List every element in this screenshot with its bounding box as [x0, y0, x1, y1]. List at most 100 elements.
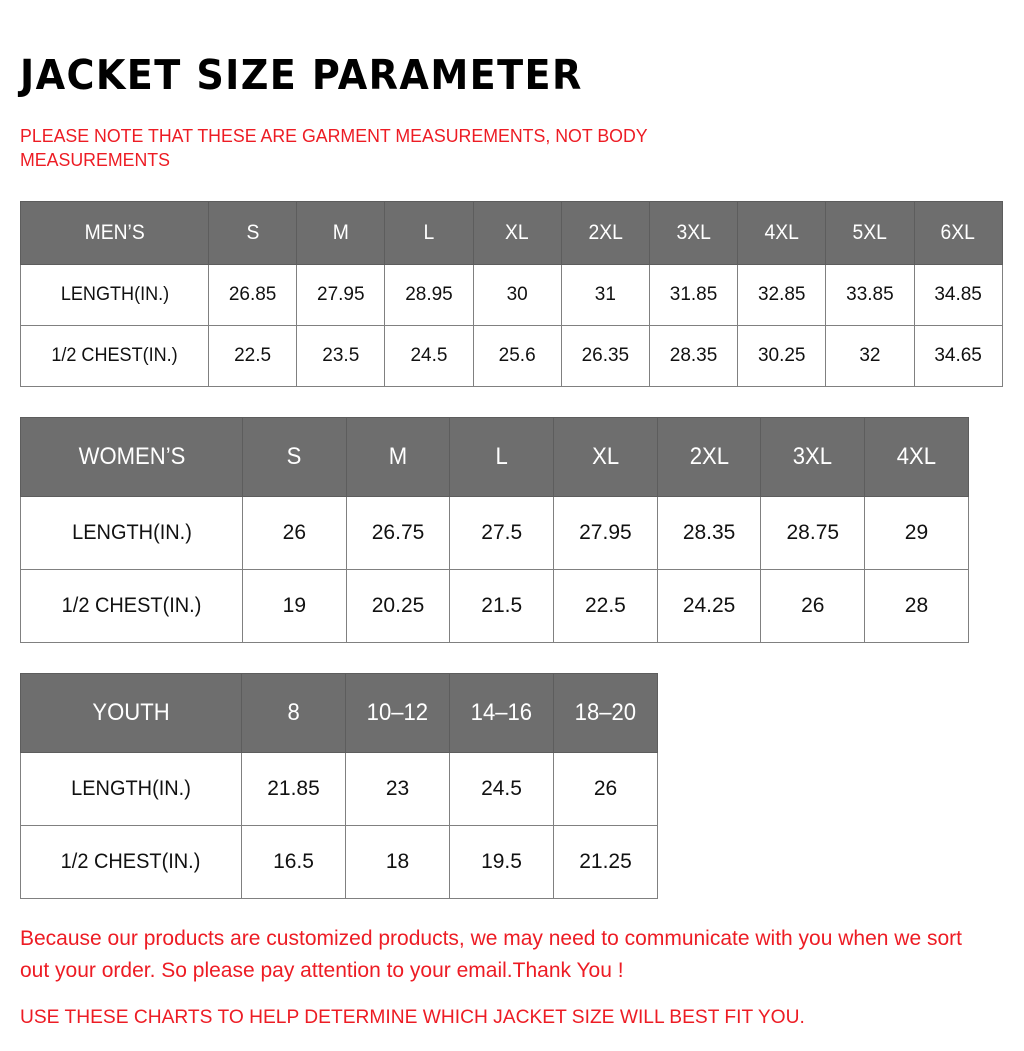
cell-chest-xl-text: 22.5	[584, 593, 626, 617]
cell-length-3xl-text: 31.85	[669, 283, 718, 305]
cell-chest-18-20-text: 21.25	[579, 849, 632, 873]
table-row: LENGTH(IN.) 26 26.75 27.5 27.95 28.35 28…	[20, 495, 969, 570]
cell-chest-6xl: 34.65	[913, 324, 1003, 387]
cell-length-4xl: 29	[864, 495, 969, 570]
table-row: LENGTH(IN.) 21.85 23 24.5 26	[20, 751, 658, 826]
youth-header-18-20: 18–20	[553, 672, 658, 753]
cell-chest-s-text: 22.5	[234, 344, 272, 366]
cell-length-xl: 30	[472, 263, 562, 326]
cell-chest-m: 20.25	[345, 568, 451, 643]
cell-chest-2xl: 24.25	[656, 568, 762, 643]
cell-length-l: 28.95	[384, 263, 474, 326]
mens-header-3xl-text: 3XL	[676, 220, 711, 244]
cell-length-8-text: 21.85	[267, 776, 320, 800]
mens-header-m-text: M	[332, 220, 349, 244]
cell-length-14-16-text: 24.5	[481, 776, 522, 800]
womens-header-2xl-text: 2XL	[689, 442, 729, 470]
youth-header-14-16-text: 14–16	[470, 698, 533, 726]
mens-header-xl: XL	[472, 200, 562, 265]
cell-chest-l: 21.5	[449, 568, 555, 643]
cell-length-18-20: 26	[553, 751, 658, 826]
mens-header-6xl: 6XL	[913, 200, 1003, 265]
mens-header-2xl: 2XL	[560, 200, 650, 265]
cell-chest-3xl-text: 26	[801, 593, 825, 617]
cell-chest-8-text: 16.5	[273, 849, 314, 873]
cell-chest-m-text: 23.5	[322, 344, 360, 366]
cell-length-2xl-text: 28.35	[682, 520, 736, 544]
cell-length-m: 26.75	[345, 495, 451, 570]
cell-chest-xl: 22.5	[553, 568, 658, 643]
cell-length-xl: 27.95	[553, 495, 658, 570]
mens-header-5xl: 5XL	[825, 200, 915, 265]
cell-chest-5xl: 32	[825, 324, 915, 387]
cell-chest-18-20: 21.25	[553, 824, 658, 899]
cell-length-8: 21.85	[241, 751, 346, 826]
cell-chest-l-text: 24.5	[410, 344, 448, 366]
table-header-row: WOMEN’S S M L XL 2XL 3XL 4XL	[20, 416, 969, 497]
cell-chest-2xl-text: 24.25	[682, 593, 736, 617]
table-row: 1/2 CHEST(IN.) 16.5 18 19.5 21.25	[20, 824, 658, 899]
mens-header-xl-text: XL	[505, 220, 529, 244]
customization-note: Because our products are customized prod…	[20, 926, 962, 983]
size-chart-page: JACKET SIZE PARAMETER PLEASE NOTE THAT T…	[0, 27, 1024, 1051]
cell-chest-4xl: 28	[864, 568, 969, 643]
womens-header-xl-text: XL	[591, 442, 619, 470]
youth-header-10-12: 10–12	[345, 672, 450, 753]
row-label-chest: 1/2 CHEST(IN.)	[20, 824, 242, 899]
mens-header-3xl: 3XL	[648, 200, 739, 265]
womens-header-4xl-text: 4XL	[896, 442, 937, 470]
cell-chest-10-12: 18	[345, 824, 450, 899]
youth-header-18-20-text: 18–20	[574, 698, 637, 726]
cell-chest-xl: 25.6	[472, 324, 562, 387]
cell-chest-s: 19	[242, 568, 347, 643]
youth-header-label: YOUTH	[20, 672, 242, 753]
cell-chest-14-16-text: 19.5	[481, 849, 522, 873]
mens-header-l-text: L	[423, 220, 435, 244]
row-label-chest: 1/2 CHEST(IN.)	[20, 568, 243, 643]
womens-header-m: M	[345, 416, 451, 497]
youth-header-label-text: YOUTH	[92, 698, 170, 726]
cell-length-l: 27.5	[449, 495, 555, 570]
cell-length-s-text: 26	[282, 520, 307, 544]
mens-header-6xl-text: 6XL	[940, 220, 976, 244]
cell-length-4xl: 32.85	[737, 263, 827, 326]
womens-header-4xl: 4XL	[864, 416, 969, 497]
cell-chest-s: 22.5	[207, 324, 298, 387]
womens-size-table: WOMEN’S S M L XL 2XL 3XL 4XL LENGTH(IN.)…	[20, 416, 969, 643]
youth-header-10-12-text: 10–12	[366, 698, 429, 726]
womens-header-m-text: M	[388, 442, 408, 470]
cell-chest-m: 23.5	[296, 324, 386, 387]
cell-length-6xl: 34.85	[913, 263, 1003, 326]
cell-length-2xl: 31	[560, 263, 650, 326]
mens-header-s: S	[207, 200, 298, 265]
cell-length-10-12-text: 23	[385, 776, 410, 800]
cell-length-3xl: 28.75	[760, 495, 866, 570]
row-label-chest-text: 1/2 CHEST(IN.)	[61, 593, 202, 617]
cell-length-xl-text: 27.95	[579, 520, 632, 544]
row-label-length: LENGTH(IN.)	[20, 751, 242, 826]
cell-length-4xl-text: 29	[904, 520, 929, 544]
cell-length-18-20-text: 26	[593, 776, 618, 800]
table-row: 1/2 CHEST(IN.) 22.5 23.5 24.5 25.6 26.35…	[20, 324, 1003, 387]
cell-length-2xl-text: 31	[594, 283, 616, 305]
cell-length-s-text: 26.85	[228, 283, 277, 305]
cell-length-3xl-text: 28.75	[786, 520, 840, 544]
row-label-chest-text: 1/2 CHEST(IN.)	[51, 344, 178, 366]
mens-header-label: MEN’S	[20, 200, 209, 265]
cell-length-l-text: 28.95	[405, 283, 453, 305]
cell-chest-xl-text: 25.6	[498, 344, 536, 366]
cell-length-s: 26	[242, 495, 347, 570]
cell-chest-m-text: 20.25	[371, 593, 425, 617]
table-header-row: YOUTH 8 10–12 14–16 18–20	[20, 672, 658, 753]
cell-chest-4xl-text: 28	[904, 593, 929, 617]
mens-header-4xl: 4XL	[737, 200, 827, 265]
youth-header-8-text: 8	[287, 698, 300, 726]
womens-header-s-text: S	[286, 442, 302, 470]
cell-length-3xl: 31.85	[648, 263, 739, 326]
cell-chest-3xl-text: 28.35	[669, 344, 718, 366]
womens-header-label-text: WOMEN’S	[78, 442, 185, 470]
row-label-length-text: LENGTH(IN.)	[71, 776, 191, 800]
row-label-chest: 1/2 CHEST(IN.)	[20, 324, 209, 387]
cell-length-4xl-text: 32.85	[757, 283, 806, 305]
cell-chest-6xl-text: 34.65	[934, 344, 982, 366]
